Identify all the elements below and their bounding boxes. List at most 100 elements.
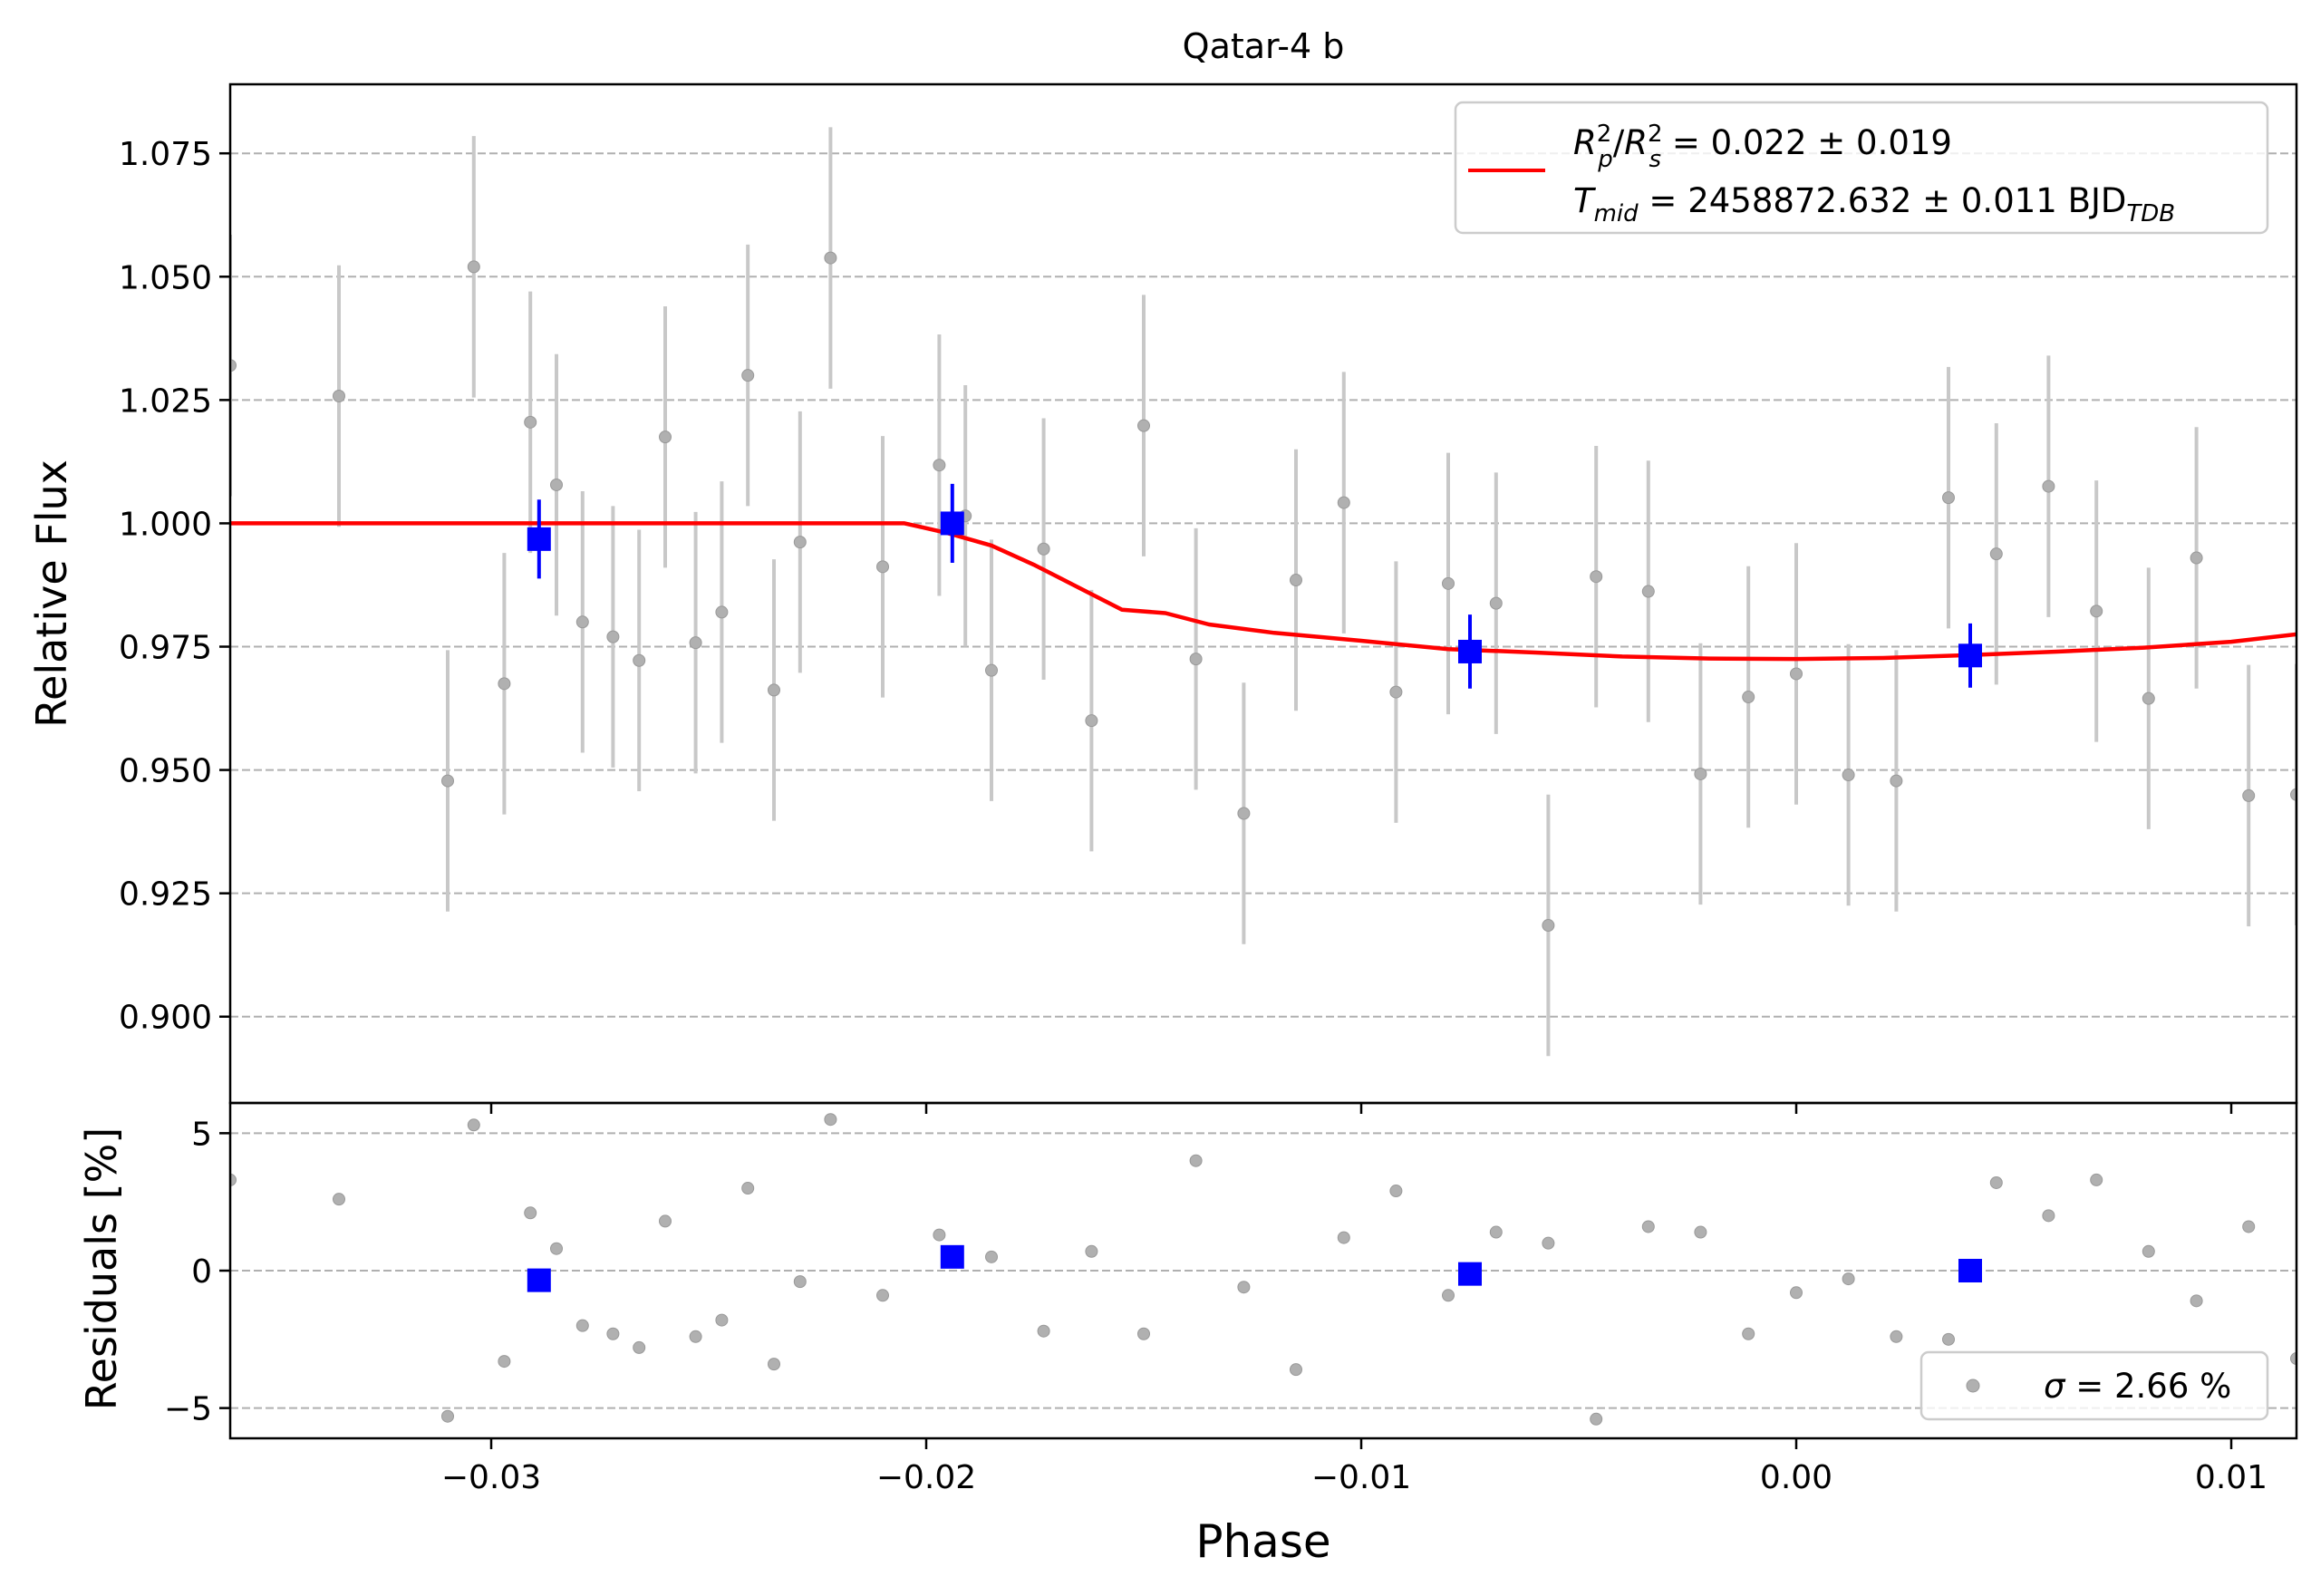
bottom-residual-point-11 — [689, 1330, 702, 1343]
bottom-residual-point-40 — [2042, 1209, 2055, 1223]
top-data-point-26 — [1290, 574, 1302, 587]
bottom-x-ticks: −0.03 −0.02 −0.01 0.00 0.01 — [441, 1438, 2267, 1496]
bottom-residual-point-3 — [467, 1118, 480, 1132]
top-data-point-46 — [2290, 788, 2296, 801]
top-binned-point-2 — [1458, 639, 1482, 663]
bottom-residual-point-5 — [524, 1206, 537, 1220]
top-data-point-20 — [985, 663, 998, 677]
bottom-residual-point-35 — [1790, 1286, 1803, 1300]
bottom-residual-point-13 — [741, 1182, 755, 1195]
bottom-binned-point-2 — [1458, 1262, 1482, 1286]
top-data-point-32 — [1590, 570, 1603, 584]
legend-s-sub: s — [1649, 146, 1662, 173]
bottom-residual-point-42 — [2142, 1244, 2155, 1258]
top-data-point-33 — [1641, 585, 1655, 598]
legend-mid-sub: mid — [1594, 200, 1639, 227]
legend-sq-2: 2 — [1648, 121, 1663, 148]
legend-slash: / — [1613, 123, 1625, 162]
bottom-residual-point-25 — [1290, 1363, 1302, 1377]
top-data-point-29 — [1442, 576, 1455, 590]
bottom-residual-point-20 — [1085, 1244, 1098, 1258]
top-data-point-28 — [1389, 685, 1403, 699]
top-data-point-22 — [1085, 714, 1098, 728]
top-data-points — [230, 127, 2296, 1057]
top-data-point-43 — [2142, 692, 2155, 705]
top-data-point-23 — [1137, 419, 1150, 432]
top-data-point-44 — [2190, 551, 2203, 565]
bottom-binned-points — [527, 1244, 1982, 1292]
top-data-point-34 — [1694, 767, 1707, 780]
bottom-residual-points — [230, 1113, 2296, 1426]
bottom-xtick-label-4: 0.01 — [2195, 1459, 2267, 1496]
bottom-legend: σ = 2.66 % — [1919, 1350, 2269, 1421]
bottom-residual-point-18 — [933, 1228, 946, 1242]
bottom-y-axis-label: Residuals [%] — [77, 1127, 126, 1410]
top-data-point-7 — [575, 615, 589, 629]
bottom-residual-point-33 — [1694, 1225, 1707, 1239]
bottom-residual-point-41 — [2090, 1173, 2103, 1186]
top-data-point-6 — [550, 478, 563, 491]
top-x-ticks — [489, 1103, 2233, 1114]
top-ytick-label-1: 0.925 — [119, 876, 212, 914]
bottom-legend-marker — [1966, 1378, 1980, 1393]
bottom-xtick-label-2: −0.01 — [1311, 1459, 1411, 1496]
bottom-residual-point-27 — [1389, 1185, 1403, 1198]
bottom-residual-point-44 — [2242, 1220, 2256, 1233]
bottom-residual-point-9 — [633, 1340, 646, 1354]
legend-r-symbol-2: R — [1624, 123, 1648, 162]
top-ytick-label-6: 1.050 — [119, 259, 212, 296]
bottom-residual-point-32 — [1641, 1220, 1655, 1233]
bottom-residual-point-37 — [1890, 1330, 1903, 1343]
x-axis-label: Phase — [1195, 1515, 1330, 1568]
top-ytick-label-5: 1.025 — [119, 382, 212, 420]
bottom-residual-point-15 — [793, 1275, 807, 1289]
bottom-residual-point-30 — [1542, 1236, 1555, 1250]
top-y-ticks: 0.900 0.925 0.950 0.975 1.000 1.025 1.050 1.075 — [119, 136, 230, 1037]
top-data-point-9 — [633, 653, 646, 667]
bottom-residual-point-16 — [824, 1113, 837, 1127]
bottom-residual-point-0 — [230, 1173, 237, 1186]
top-data-point-5 — [524, 415, 537, 429]
bottom-residual-point-8 — [606, 1327, 620, 1340]
bottom-residual-point-7 — [575, 1319, 589, 1332]
top-data-point-18 — [933, 459, 946, 472]
top-legend-rp-line: R2 p/R2 s = 0.022 ± 0.019 — [1573, 121, 1952, 173]
bottom-residual-point-4 — [498, 1355, 511, 1369]
top-binned-point-3 — [1958, 643, 1982, 668]
legend-p-sub: p — [1597, 146, 1613, 173]
bottom-binned-point-1 — [940, 1244, 964, 1269]
bottom-residual-point-21 — [1037, 1324, 1050, 1338]
top-data-point-12 — [715, 605, 729, 619]
bottom-residual-point-14 — [768, 1358, 780, 1371]
top-data-point-0 — [230, 359, 237, 372]
legend-r-symbol: R — [1573, 123, 1597, 162]
top-data-point-45 — [2242, 788, 2256, 802]
legend-sigma-value: = 2.66 % — [2064, 1367, 2231, 1406]
bottom-residual-point-10 — [659, 1214, 672, 1228]
bottom-residual-point-45 — [2290, 1352, 2296, 1366]
top-data-point-1 — [333, 390, 345, 403]
top-ytick-label-2: 0.950 — [119, 753, 212, 790]
top-model-curve — [230, 521, 2296, 662]
top-legend-tmid-line: Tmid = 2458872.632 ± 0.011 BJDTDB — [1573, 181, 2175, 227]
top-data-point-38 — [1890, 774, 1903, 788]
bottom-residual-point-6 — [550, 1242, 563, 1255]
bottom-y-ticks: −5 0 5 — [164, 1116, 230, 1428]
bottom-residual-point-2 — [441, 1409, 454, 1423]
top-data-point-13 — [741, 369, 755, 382]
bottom-ytick-label-2: 5 — [191, 1116, 212, 1153]
top-axes-frame — [228, 82, 2298, 1105]
top-data-point-21 — [1037, 542, 1050, 556]
bottom-residual-point-24 — [1237, 1281, 1251, 1294]
top-data-point-31 — [1542, 919, 1555, 933]
legend-sq-1: 2 — [1597, 121, 1612, 148]
bottom-residual-point-19 — [985, 1250, 998, 1263]
top-legend-box — [1454, 101, 2269, 235]
top-ytick-label-3: 0.975 — [119, 630, 212, 667]
bottom-residual-point-29 — [1489, 1225, 1503, 1239]
bottom-residual-point-31 — [1590, 1412, 1603, 1426]
bottom-binned-point-3 — [1958, 1259, 1982, 1282]
top-data-point-42 — [2090, 605, 2103, 618]
legend-sigma-symbol: σ — [2044, 1367, 2066, 1406]
model-line — [230, 521, 2296, 662]
